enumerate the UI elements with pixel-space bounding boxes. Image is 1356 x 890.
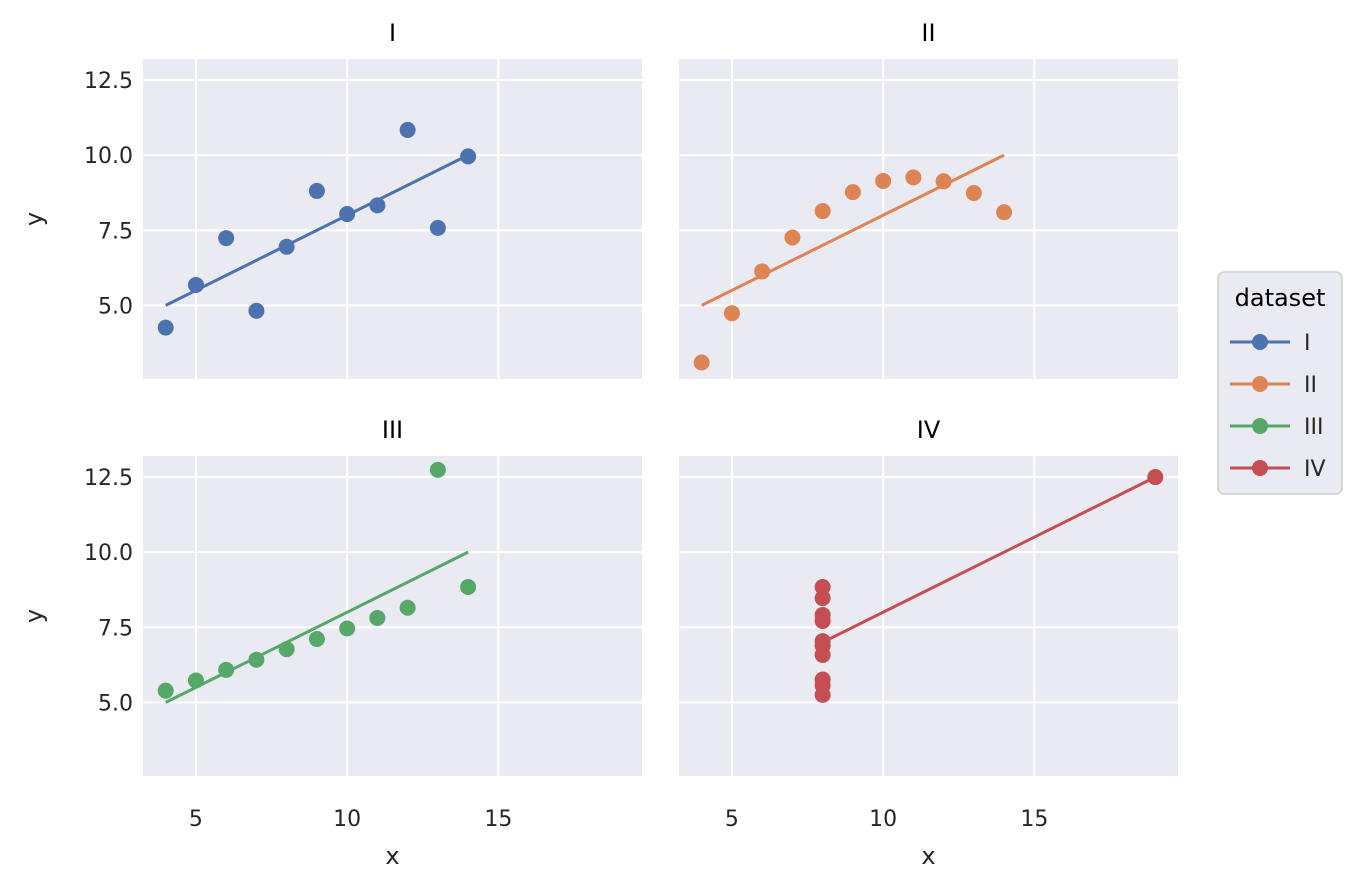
data-point [814, 579, 831, 596]
legend-marker [1252, 376, 1268, 392]
panel-3: III 5.0 7.5 10.0 12.5 y 5 10 15 x [20, 416, 642, 870]
data-point [429, 461, 446, 478]
y-tick-label: 10.0 [84, 541, 133, 566]
y-axis-title: y [20, 212, 48, 226]
panel-4: IV 5 10 15 x [679, 416, 1178, 870]
data-point [460, 579, 477, 596]
data-point [218, 661, 235, 678]
panel-2: II [679, 19, 1178, 379]
fit-line [165, 153, 469, 307]
data-point [460, 148, 477, 165]
data-point [308, 182, 325, 199]
panel-background [679, 456, 1178, 776]
data-point [723, 305, 740, 322]
data-point [814, 633, 831, 650]
y-tick-label: 7.5 [98, 616, 133, 641]
y-tick-label: 12.5 [84, 69, 133, 94]
x-axis-title: x [921, 842, 935, 870]
x-axis-title: x [385, 842, 399, 870]
data-point [814, 203, 831, 220]
legend-title: dataset [1235, 284, 1326, 312]
legend-label: I [1304, 331, 1311, 356]
data-point [157, 319, 174, 336]
panel-title: IV [917, 416, 941, 444]
legend-marker [1252, 418, 1268, 434]
y-axis-title: y [20, 609, 48, 623]
data-point [875, 172, 892, 189]
data-point [218, 230, 235, 247]
legend-marker [1252, 460, 1268, 476]
legend-label: III [1304, 415, 1323, 440]
data-point [308, 630, 325, 647]
data-point [965, 185, 982, 202]
panel-background [143, 456, 642, 776]
data-point [844, 184, 861, 201]
data-point [248, 302, 265, 319]
data-point [339, 206, 356, 223]
data-point [814, 671, 831, 688]
data-point [814, 606, 831, 623]
data-point [399, 121, 416, 138]
y-tick-label: 5.0 [98, 691, 133, 716]
data-point [429, 219, 446, 236]
data-point [693, 354, 710, 371]
y-tick-label: 10.0 [84, 144, 133, 169]
x-tick-label: 5 [725, 807, 739, 832]
legend-label: II [1304, 373, 1317, 398]
x-tick-label: 15 [484, 807, 512, 832]
panel-background [143, 59, 642, 379]
data-point [1147, 469, 1164, 486]
panel-title: III [382, 416, 403, 444]
y-tick-label: 12.5 [84, 466, 133, 491]
x-tick-label: 15 [1020, 807, 1048, 832]
data-point [369, 197, 386, 214]
legend-marker [1252, 334, 1268, 350]
x-tick-label: 10 [869, 807, 897, 832]
fit-line [165, 550, 469, 704]
data-point [814, 590, 831, 607]
panel-1: I 5.0 7.5 10.0 12.5 y [20, 19, 642, 379]
data-point [187, 672, 204, 689]
data-point [157, 682, 174, 699]
data-point [399, 599, 416, 616]
data-point [754, 263, 771, 280]
fit-line [821, 475, 1156, 644]
legend-label: IV [1304, 457, 1326, 482]
panel-title: I [389, 19, 396, 47]
data-point [369, 609, 386, 626]
data-point [248, 651, 265, 668]
data-point [187, 276, 204, 293]
data-point [996, 204, 1013, 221]
fit-line [701, 153, 1005, 307]
x-tick-label: 10 [333, 807, 361, 832]
y-tick-label: 5.0 [98, 294, 133, 319]
data-point [935, 173, 952, 190]
x-tick-label: 5 [189, 807, 203, 832]
panel-title: II [921, 19, 935, 47]
data-point [339, 620, 356, 637]
data-point [905, 169, 922, 186]
data-point [278, 238, 295, 255]
y-tick-label: 7.5 [98, 219, 133, 244]
data-point [278, 641, 295, 658]
panel-background [679, 59, 1178, 379]
data-point [784, 229, 801, 246]
